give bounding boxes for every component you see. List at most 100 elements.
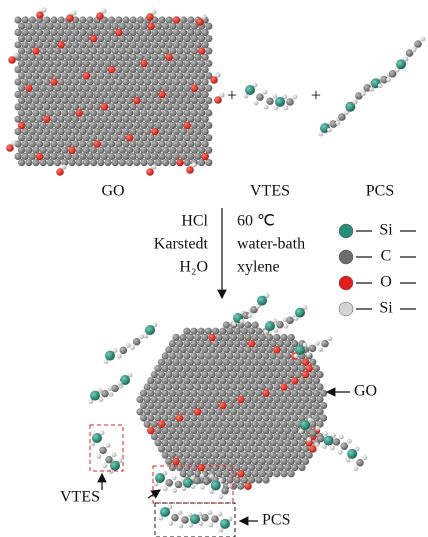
atom (47, 147, 54, 154)
legend-swatch (339, 224, 353, 238)
atom (205, 439, 212, 446)
atom (173, 66, 180, 73)
atom (184, 60, 191, 67)
atom (176, 35, 183, 42)
atom (133, 147, 140, 154)
atom (223, 458, 230, 465)
atom (219, 340, 226, 347)
label: VTES (250, 183, 290, 200)
atom (126, 109, 133, 116)
plus: + (311, 85, 321, 105)
atom (184, 97, 191, 104)
atom (226, 414, 233, 421)
atom (61, 23, 68, 30)
atom (140, 85, 147, 92)
atom (212, 328, 219, 335)
atom (119, 60, 126, 67)
atom (234, 427, 241, 434)
atom (277, 340, 284, 347)
atom (25, 122, 32, 129)
atom (187, 396, 194, 403)
atom (76, 97, 83, 104)
atom (18, 147, 25, 154)
atom (151, 78, 158, 85)
atom (108, 41, 115, 48)
atom (72, 91, 79, 98)
atom (90, 85, 97, 92)
atom (219, 402, 227, 410)
atom (50, 29, 57, 36)
atom (79, 41, 86, 48)
atom (151, 433, 158, 440)
atom (108, 78, 115, 85)
atom (99, 447, 107, 455)
atom (29, 41, 36, 48)
atom (270, 365, 277, 372)
atom (130, 140, 137, 147)
atom (58, 54, 65, 61)
atom (198, 97, 205, 104)
atom (86, 128, 93, 135)
legend-label: Si (379, 300, 393, 317)
atom (273, 458, 280, 465)
atom (198, 60, 205, 67)
atom (158, 383, 165, 390)
atom (47, 47, 54, 54)
atom (291, 377, 299, 385)
atom (273, 383, 280, 390)
atom (119, 109, 126, 116)
atom (234, 414, 241, 421)
atom (198, 439, 205, 446)
atom (205, 122, 212, 129)
atom (32, 109, 39, 116)
atom (101, 140, 108, 147)
atom (191, 109, 198, 116)
atom (266, 408, 273, 415)
atom (169, 402, 176, 409)
atom (187, 29, 194, 36)
atom (198, 414, 205, 421)
atom (58, 29, 65, 36)
atom (252, 408, 259, 415)
atom (226, 352, 233, 359)
atom (216, 371, 223, 378)
atom (54, 122, 61, 129)
atom (234, 476, 241, 483)
atom (216, 458, 223, 465)
atom (120, 347, 128, 355)
atom (112, 72, 119, 79)
atom (79, 116, 86, 123)
atom (136, 396, 143, 403)
atom (155, 134, 162, 141)
atom (262, 340, 269, 347)
atom (212, 365, 219, 372)
atom (218, 512, 223, 517)
atom (83, 147, 90, 154)
atom (226, 328, 233, 335)
atom (277, 452, 284, 459)
atom (198, 85, 205, 92)
atom (86, 16, 93, 23)
atom (172, 433, 179, 440)
atom (180, 140, 187, 147)
atom (223, 433, 230, 440)
atom (68, 146, 76, 154)
atom (266, 458, 273, 465)
atom (112, 134, 119, 141)
atom (11, 140, 16, 145)
atom (58, 91, 65, 98)
atom (47, 35, 54, 42)
atom (79, 66, 86, 73)
atom (122, 16, 129, 23)
legend-label: Si (379, 222, 393, 239)
atom (202, 128, 209, 135)
atom (76, 60, 83, 67)
atom (50, 140, 57, 147)
atom (280, 470, 287, 477)
atom (198, 134, 205, 141)
atom (190, 377, 197, 384)
atom (32, 47, 40, 55)
atom (257, 296, 267, 306)
atom (162, 402, 169, 409)
atom (252, 321, 259, 328)
